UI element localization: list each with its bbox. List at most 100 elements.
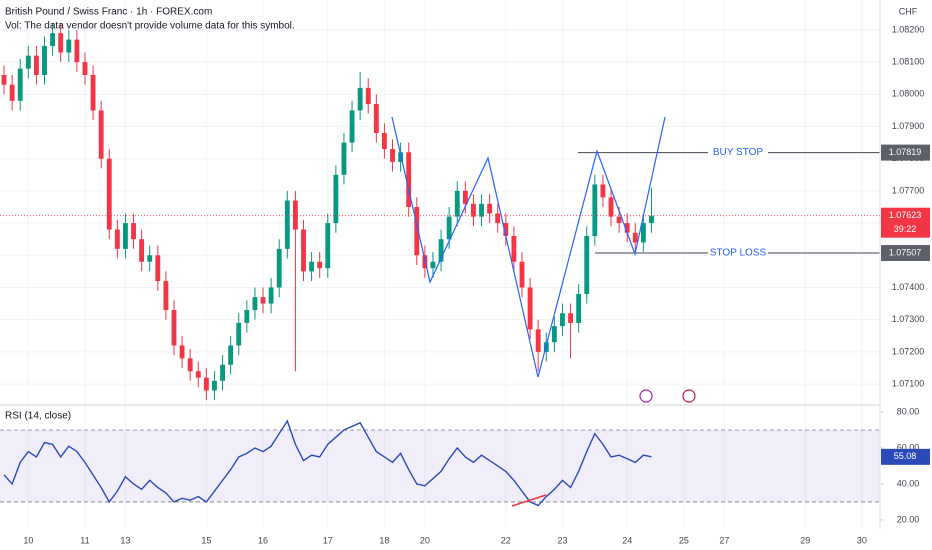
level-price-label: 1.07507 <box>889 247 922 257</box>
level-price-label: 1.07819 <box>889 147 922 157</box>
candle-body <box>390 149 395 162</box>
candle-body <box>82 62 88 76</box>
candle-body <box>511 235 517 262</box>
candle-body <box>568 313 573 323</box>
x-tick-label: 16 <box>258 535 268 545</box>
rsi-value-tag <box>881 448 930 465</box>
candle-body <box>535 329 541 352</box>
y-tick-label: 1.07200 <box>892 346 925 356</box>
candle-body <box>33 55 39 76</box>
candle-body <box>325 223 331 269</box>
candle-body <box>462 190 468 204</box>
currency[interactable]: CHF <box>899 6 918 16</box>
y-tick-label: 1.08200 <box>892 24 925 34</box>
countdown-label: 39:22 <box>894 224 917 234</box>
candle-body <box>333 174 339 224</box>
candle-body <box>131 223 136 240</box>
y-tick-label: 1.08000 <box>892 89 925 99</box>
candle-body <box>220 364 225 381</box>
rsi-tick-label: 20.00 <box>897 514 920 524</box>
candle-body <box>640 223 646 243</box>
candle-body <box>373 103 379 133</box>
candle-body <box>163 281 169 311</box>
y-tick-label: 1.08100 <box>892 57 925 67</box>
candle-body <box>381 132 387 150</box>
candle-body <box>147 255 153 262</box>
candle-body <box>471 203 476 217</box>
candle-body <box>171 310 177 346</box>
y-tick-label: 1.07400 <box>892 282 925 292</box>
y-tick-label: 1.07300 <box>892 314 925 324</box>
symbol-title: British Pound / Swiss Franc · 1h · FOREX… <box>5 7 212 18</box>
candle-body <box>487 203 493 214</box>
candle-body <box>592 184 598 236</box>
candle-body <box>406 152 412 208</box>
candle-body <box>260 297 266 304</box>
candle-body <box>66 39 72 53</box>
rsi-tick-label: 40.00 <box>897 478 920 488</box>
candle-body <box>454 190 460 217</box>
volume-note: Vol: The data vendor doesn't provide vol… <box>5 21 295 32</box>
x-tick-label: 25 <box>679 535 689 545</box>
rsi-title: RSI (14, close) <box>5 411 71 422</box>
level-name: BUY STOP <box>713 147 764 158</box>
candle-body <box>244 310 250 323</box>
x-tick-label: 17 <box>323 535 333 545</box>
x-tick-label: 13 <box>120 535 130 545</box>
candle-body <box>1 75 7 85</box>
candle-body <box>616 216 622 224</box>
candle-body <box>139 239 145 262</box>
level-label-bg <box>708 145 768 160</box>
candle-body <box>106 158 112 230</box>
candle-body <box>551 326 557 343</box>
candle-body <box>236 322 242 346</box>
event-icon[interactable] <box>639 389 653 403</box>
candle-body <box>114 229 120 249</box>
rsi-tick-label: 80.00 <box>897 406 920 416</box>
candle-body <box>495 213 501 224</box>
x-tick-label: 10 <box>23 535 33 545</box>
candle-body <box>292 200 298 230</box>
candle-body <box>212 380 217 391</box>
event-icon[interactable] <box>682 389 696 403</box>
candle-body <box>414 207 420 256</box>
candle-body <box>9 84 15 101</box>
candle-body <box>649 215 654 224</box>
current-price-label: 1.07623 <box>889 210 922 220</box>
level-label-bg <box>708 246 768 261</box>
x-tick-label: 18 <box>379 535 389 545</box>
x-tick-label: 29 <box>800 535 810 545</box>
x-tick-label: 11 <box>80 535 89 545</box>
rsi-value-label: 55.08 <box>894 451 917 461</box>
x-tick-label: 24 <box>622 535 632 545</box>
level-price-tag <box>881 245 930 262</box>
candle-body <box>179 345 185 359</box>
candle-body <box>608 197 614 217</box>
level-name: STOP LOSS <box>710 248 767 259</box>
candle-body <box>624 223 630 233</box>
candle-body <box>98 110 104 159</box>
candle-body <box>203 377 209 391</box>
candle-body <box>519 261 525 288</box>
candle-body <box>430 261 436 269</box>
x-tick-label: 20 <box>420 535 430 545</box>
candle-body <box>58 33 64 53</box>
candle-body <box>50 33 56 47</box>
candle-body <box>123 223 128 249</box>
candle-body <box>276 248 282 288</box>
current-price-tag <box>881 207 930 238</box>
candle-body <box>446 216 452 240</box>
candle-body <box>584 235 590 294</box>
candle-body <box>398 152 404 162</box>
plot <box>0 23 880 507</box>
candle-body <box>341 142 347 175</box>
candle-body <box>268 287 274 304</box>
candle-body <box>632 232 638 243</box>
candle-body <box>349 110 355 143</box>
y-tick-label: 1.07900 <box>892 121 925 131</box>
candle-body <box>301 229 306 272</box>
candle-body <box>187 358 193 372</box>
x-tick-label: 30 <box>857 535 867 545</box>
x-tick-label: 23 <box>557 535 567 545</box>
